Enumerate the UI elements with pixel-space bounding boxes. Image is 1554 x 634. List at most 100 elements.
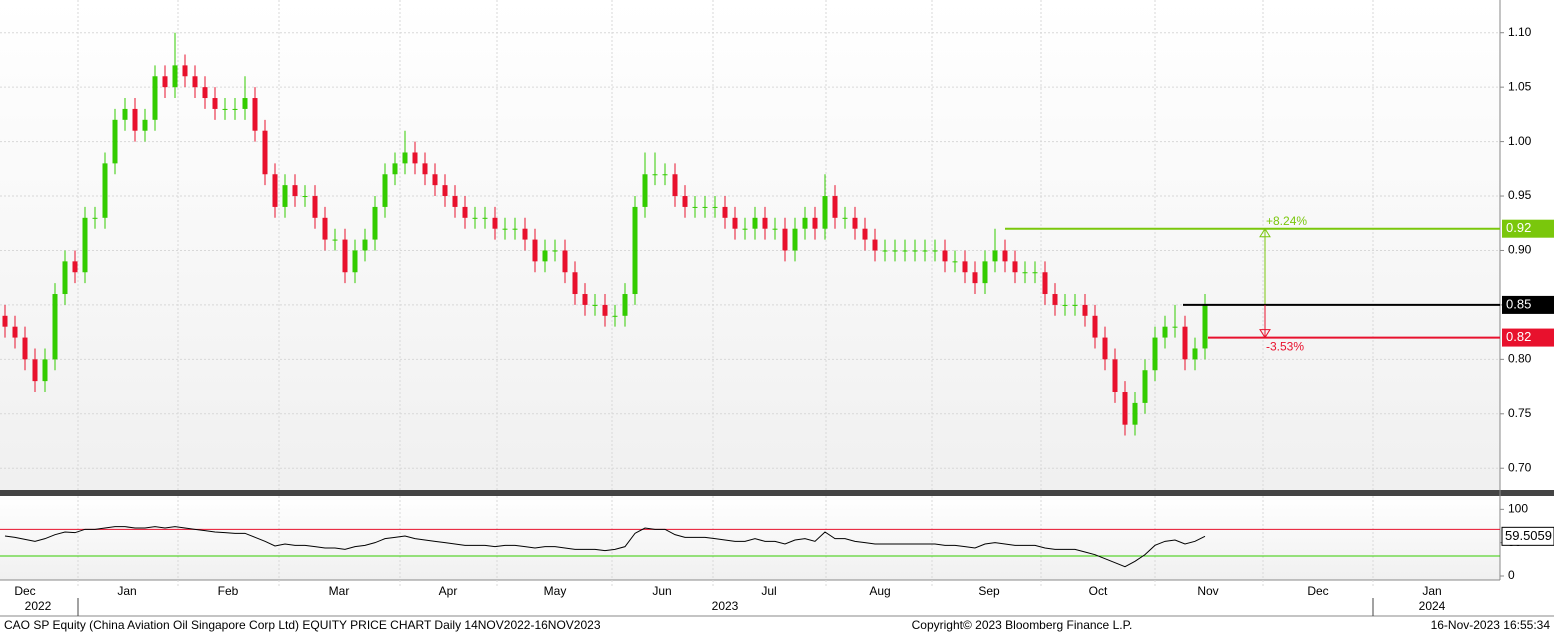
candle-body bbox=[392, 163, 398, 175]
candle-body bbox=[542, 250, 548, 262]
candle-body bbox=[562, 250, 568, 273]
x-tick-label: Jan bbox=[117, 584, 136, 598]
candle-body bbox=[162, 76, 168, 88]
candle-body bbox=[472, 217, 478, 219]
candle-body bbox=[502, 228, 508, 230]
candle-body bbox=[1152, 337, 1158, 371]
candle-body bbox=[1072, 304, 1078, 306]
candle-body bbox=[1192, 348, 1198, 360]
candle-body bbox=[1082, 304, 1088, 316]
candle-body bbox=[62, 261, 68, 295]
candle-body bbox=[312, 196, 318, 218]
y-tick-label: 0.80 bbox=[1508, 352, 1532, 366]
candle-body bbox=[1022, 272, 1028, 274]
candle-body bbox=[812, 217, 818, 229]
candle-body bbox=[972, 272, 978, 284]
candle-body bbox=[1122, 392, 1128, 425]
rsi-panel bbox=[0, 496, 1500, 580]
y-tick-label: 0.95 bbox=[1508, 188, 1532, 202]
chart-title: CAO SP Equity (China Aviation Oil Singap… bbox=[4, 618, 601, 632]
y-tick-label: 0.90 bbox=[1508, 243, 1532, 257]
candle-body bbox=[22, 337, 28, 360]
candle-body bbox=[1102, 337, 1108, 360]
candle-body bbox=[32, 359, 38, 382]
candle-body bbox=[582, 294, 588, 305]
year-label: 2022 bbox=[25, 599, 52, 613]
x-tick-label: Jun bbox=[652, 584, 671, 598]
rsi-box bbox=[1501, 526, 1554, 546]
candle-body bbox=[1142, 370, 1148, 403]
candle-body bbox=[752, 217, 758, 229]
candle-body bbox=[962, 261, 968, 273]
candle-body bbox=[42, 359, 48, 382]
candle-body bbox=[1172, 326, 1178, 328]
candle-body bbox=[252, 98, 258, 131]
y-tick-label: 1.10 bbox=[1508, 25, 1532, 39]
candle-body bbox=[522, 228, 528, 240]
level-label: 0.85 bbox=[1506, 296, 1531, 311]
candle-body bbox=[872, 239, 878, 251]
rsi-tick-label: 100 bbox=[1508, 502, 1528, 516]
candle-body bbox=[462, 206, 468, 218]
candle-body bbox=[432, 174, 438, 186]
candle-body bbox=[692, 206, 698, 208]
candle-body bbox=[992, 250, 998, 262]
candle-body bbox=[92, 217, 98, 219]
candle-body bbox=[272, 174, 278, 207]
candle-body bbox=[222, 108, 228, 110]
candle-body bbox=[372, 206, 378, 240]
year-label: 2023 bbox=[712, 599, 739, 613]
candle-body bbox=[842, 217, 848, 219]
candle-body bbox=[1132, 402, 1138, 425]
candle-body bbox=[322, 217, 328, 240]
candle-body bbox=[732, 217, 738, 229]
x-tick-label: Sep bbox=[978, 584, 1000, 598]
candle-body bbox=[772, 228, 778, 230]
candle-body bbox=[82, 217, 88, 273]
candle-body bbox=[682, 196, 688, 207]
candle-body bbox=[662, 174, 668, 176]
candle-body bbox=[882, 250, 888, 252]
x-tick-label: Dec bbox=[1307, 584, 1328, 598]
candle-body bbox=[182, 65, 188, 77]
candle-body bbox=[12, 326, 18, 338]
candle-body bbox=[912, 250, 918, 252]
y-tick-label: 1.00 bbox=[1508, 134, 1532, 148]
candle-body bbox=[792, 228, 798, 251]
candle-body bbox=[902, 250, 908, 252]
candle-body bbox=[652, 174, 658, 176]
candle-body bbox=[742, 228, 748, 230]
level-change: -3.53% bbox=[1266, 340, 1304, 354]
candle-body bbox=[72, 261, 78, 273]
rsi-line bbox=[4, 526, 1206, 568]
candle-body bbox=[922, 250, 928, 252]
panel-divider bbox=[0, 490, 1554, 496]
x-tick-label: May bbox=[544, 584, 567, 598]
y-tick-label: 0.70 bbox=[1508, 460, 1532, 474]
candle-body bbox=[1042, 272, 1048, 295]
candle-body bbox=[142, 119, 148, 131]
level-box bbox=[1502, 219, 1554, 238]
candle-body bbox=[302, 196, 308, 198]
y-tick-label: 1.05 bbox=[1508, 79, 1532, 93]
candle-body bbox=[292, 185, 298, 197]
candle-body bbox=[262, 130, 268, 175]
candle-body bbox=[862, 228, 868, 240]
candle-body bbox=[722, 206, 728, 218]
candle-body bbox=[442, 185, 448, 197]
x-tick-label: Nov bbox=[1197, 584, 1218, 598]
candle-body bbox=[832, 196, 838, 218]
candle-body bbox=[942, 250, 948, 262]
level-label: 0.82 bbox=[1506, 329, 1531, 344]
candle-body bbox=[52, 294, 58, 360]
candle-body bbox=[362, 239, 368, 251]
candle-body bbox=[712, 206, 718, 208]
candle-body bbox=[632, 206, 638, 295]
candle-body bbox=[1202, 304, 1208, 349]
candle-body bbox=[702, 206, 708, 208]
year-label: 2024 bbox=[1419, 599, 1446, 613]
candle-body bbox=[1112, 359, 1118, 393]
level-change: +8.24% bbox=[1266, 214, 1307, 228]
candle-body bbox=[152, 76, 158, 120]
candle-body bbox=[1062, 304, 1068, 306]
